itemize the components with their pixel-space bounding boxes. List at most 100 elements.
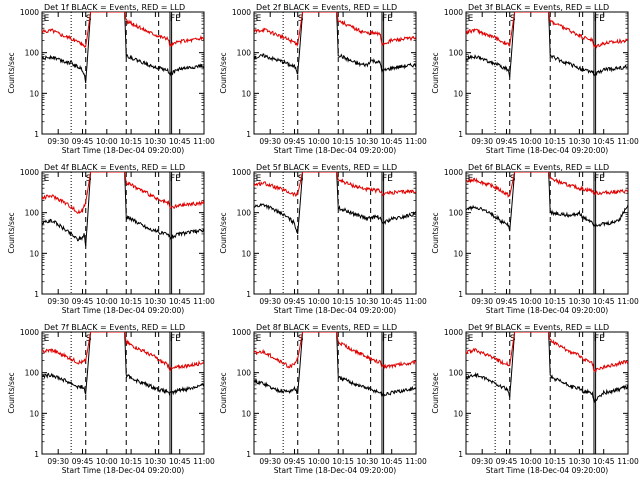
y-tick-label: 1000	[444, 8, 463, 17]
x-tick-label: 09:30	[471, 297, 493, 306]
x-tick-label: 11:00	[617, 457, 639, 466]
chart-panel-9f: Det 9f BLACK = Events, RED = LLD 1 10 100 10…	[431, 323, 639, 475]
y-tick-label: 1	[458, 450, 463, 459]
x-tick-label: 10:00	[520, 457, 542, 466]
series-line-lld	[254, 332, 416, 370]
marker-label-fe: FE	[594, 334, 605, 344]
x-tick-label: 09:30	[259, 457, 281, 466]
chart-title: Det 2f BLACK = Events, RED = LLD	[256, 3, 397, 12]
x-tick-label: 09:30	[47, 137, 69, 146]
chart-title: Det 8f BLACK = Events, RED = LLD	[256, 323, 397, 332]
x-tick-label: 09:30	[259, 297, 281, 306]
y-tick-label: 1000	[444, 168, 463, 177]
y-tick-label: 10	[241, 89, 251, 98]
y-tick-label: 1000	[20, 168, 39, 177]
y-axis-label: Counts/sec	[431, 52, 440, 93]
marker-label-fe: FE	[170, 14, 181, 24]
marker-label-s: S	[510, 14, 516, 24]
y-tick-label: 1	[246, 450, 251, 459]
y-tick-label: 100	[449, 369, 464, 378]
x-tick-label: 09:30	[47, 457, 69, 466]
x-tick-label: 09:45	[72, 457, 94, 466]
x-tick-label: 10:15	[544, 137, 566, 146]
y-tick-label: 10	[453, 249, 463, 258]
x-tick-label: 10:30	[357, 137, 379, 146]
chart-panel-6f: Det 6f BLACK = Events, RED = LLD 1 10 100 10…	[431, 163, 639, 315]
chart-panel-4f: Det 4f BLACK = Events, RED = LLD 1 10 100 10…	[7, 163, 215, 315]
y-tick-label: 1	[458, 130, 463, 139]
chart-title: Det 7f BLACK = Events, RED = LLD	[44, 323, 185, 332]
x-tick-label: 11:00	[617, 297, 639, 306]
x-tick-label: 10:30	[145, 457, 167, 466]
x-tick-label: 10:30	[145, 297, 167, 306]
y-tick-label: 1	[34, 130, 39, 139]
marker-label-fe: FE	[170, 334, 181, 344]
x-tick-label: 10:45	[381, 297, 403, 306]
series-line-events	[42, 12, 204, 84]
x-axis-label: Start Time (18-Dec-04 09:20:00)	[486, 306, 608, 315]
y-tick-label: 10	[29, 249, 39, 258]
y-axis-label: Counts/sec	[431, 372, 440, 413]
series-line-events	[254, 332, 416, 399]
marker-label-fe: FE	[382, 334, 393, 344]
y-tick-label: 1	[246, 130, 251, 139]
series-line-lld	[466, 172, 628, 198]
marker-label-e: E	[44, 334, 50, 344]
y-axis-label: Counts/sec	[219, 52, 228, 93]
x-axis-label: Start Time (18-Dec-04 09:20:00)	[274, 146, 396, 155]
y-tick-label: 10	[241, 249, 251, 258]
y-axis-label: Counts/sec	[7, 212, 16, 253]
chart-title: Det 6f BLACK = Events, RED = LLD	[468, 163, 609, 172]
x-axis-label: Start Time (18-Dec-04 09:20:00)	[62, 146, 184, 155]
marker-label-e: E	[44, 14, 50, 24]
x-tick-label: 09:45	[284, 297, 306, 306]
y-tick-label: 1000	[20, 328, 39, 337]
y-tick-label: 100	[25, 49, 40, 58]
chart-panel-1f: Det 1f BLACK = Events, RED = LLD 1 10 100 10…	[7, 3, 215, 155]
marker-label-s: S	[510, 334, 516, 344]
y-tick-label: 10	[241, 409, 251, 418]
series-line-events	[254, 172, 416, 234]
x-tick-label: 10:15	[332, 297, 354, 306]
x-tick-label: 09:45	[72, 297, 94, 306]
x-axis-label: Start Time (18-Dec-04 09:20:00)	[274, 466, 396, 475]
marker-label-s: S	[298, 334, 304, 344]
chart-panel-3f: Det 3f BLACK = Events, RED = LLD 1 10 100 10…	[431, 3, 639, 155]
x-tick-label: 10:45	[381, 137, 403, 146]
x-tick-label: 10:30	[357, 457, 379, 466]
x-tick-label: 10:00	[308, 297, 330, 306]
y-tick-label: 1	[34, 450, 39, 459]
x-tick-label: 10:15	[332, 137, 354, 146]
x-tick-label: 10:30	[357, 297, 379, 306]
series-line-lld	[42, 332, 204, 372]
y-axis-label: Counts/sec	[219, 372, 228, 413]
chart-title: Det 3f BLACK = Events, RED = LLD	[468, 3, 609, 12]
chart-title: Det 4f BLACK = Events, RED = LLD	[44, 163, 185, 172]
marker-label-e: E	[468, 14, 474, 24]
x-axis-label: Start Time (18-Dec-04 09:20:00)	[62, 466, 184, 475]
series-line-events	[466, 332, 628, 403]
marker-label-e: E	[468, 174, 474, 184]
x-tick-label: 10:45	[593, 457, 615, 466]
marker-label-fe: FE	[594, 174, 605, 184]
x-tick-label: 10:15	[120, 137, 142, 146]
chart-title: Det 9f BLACK = Events, RED = LLD	[468, 323, 609, 332]
x-tick-label: 11:00	[405, 457, 427, 466]
y-tick-label: 10	[29, 409, 39, 418]
x-tick-label: 09:45	[496, 457, 518, 466]
series-line-lld	[254, 12, 416, 47]
x-tick-label: 10:00	[96, 137, 118, 146]
x-tick-label: 10:00	[96, 457, 118, 466]
y-tick-label: 100	[237, 369, 252, 378]
y-tick-label: 100	[25, 209, 40, 218]
x-tick-label: 10:15	[544, 457, 566, 466]
series-line-lld	[254, 172, 416, 198]
x-tick-label: 09:30	[471, 457, 493, 466]
y-axis-label: Counts/sec	[219, 212, 228, 253]
marker-label-e: E	[256, 174, 262, 184]
x-tick-label: 10:30	[569, 457, 591, 466]
x-tick-label: 10:00	[308, 457, 330, 466]
